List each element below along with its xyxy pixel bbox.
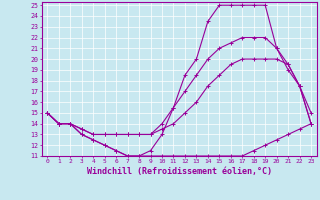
X-axis label: Windchill (Refroidissement éolien,°C): Windchill (Refroidissement éolien,°C): [87, 167, 272, 176]
